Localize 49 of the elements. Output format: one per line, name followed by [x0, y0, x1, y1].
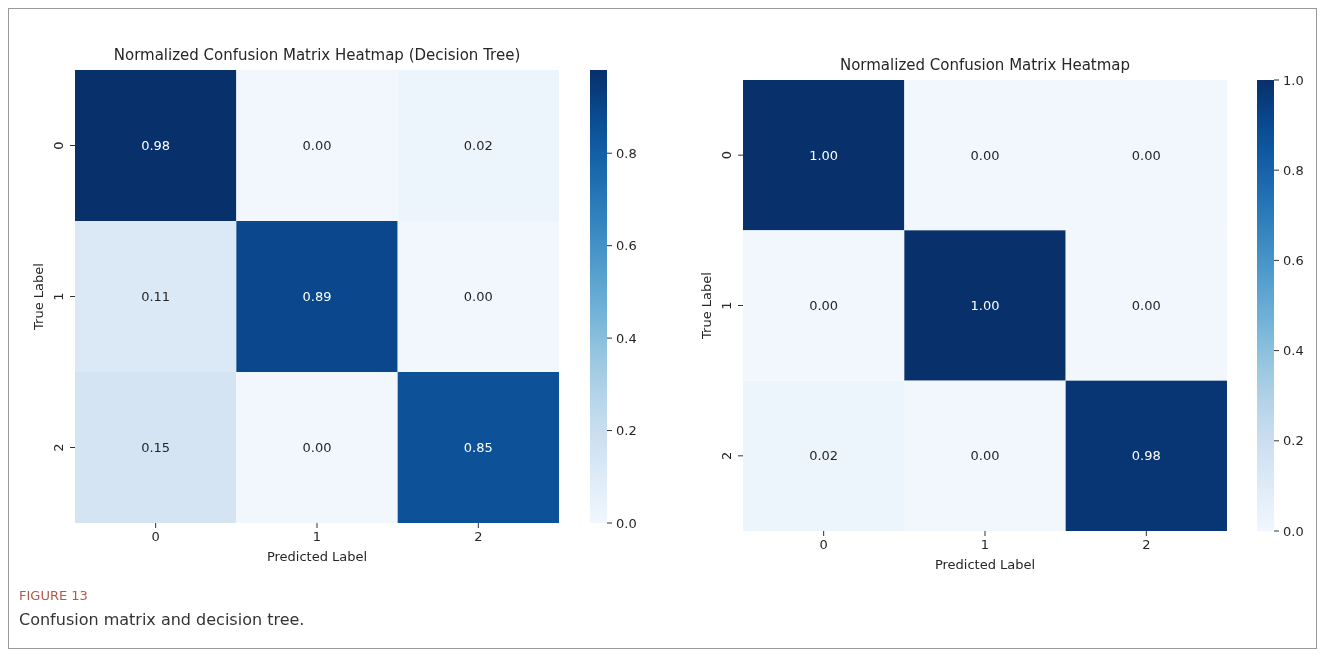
y-tick-label: 2	[51, 443, 66, 452]
x-tick-label: 0	[819, 537, 828, 552]
data-label: 0.98	[1131, 448, 1161, 464]
data-label: 1.00	[970, 298, 1000, 314]
data-label: 0.85	[463, 440, 493, 456]
x-tick-label: 2	[474, 529, 483, 544]
data-label: 0.00	[302, 440, 332, 456]
color-bar-label: 0.4	[1283, 343, 1304, 359]
x-tick-label: 2	[1142, 537, 1151, 552]
color-bar-label: 0.6	[1283, 252, 1304, 268]
color-bar-label: 0.6	[616, 238, 637, 254]
y-tick-label: 2	[719, 451, 734, 460]
y-tick-label: 0	[51, 141, 66, 150]
caption: FIGURE 13	[19, 588, 88, 603]
x-axis-title: Predicted Label	[266, 549, 368, 564]
data-label: 1.00	[809, 147, 839, 163]
data-label: 0.89	[302, 289, 332, 305]
x-tick-label: 1	[980, 537, 990, 552]
data-label: 0.00	[970, 448, 1000, 464]
text: Confusion matrix and decision tree.	[19, 610, 305, 629]
color-bar-label: 0.4	[616, 330, 637, 346]
data-label: 0.00	[970, 147, 1000, 163]
data-label: 0.00	[1131, 298, 1161, 314]
data-label: 0.00	[463, 289, 493, 305]
y-axis-title: True Label	[699, 272, 714, 340]
x-tick-label: 1	[312, 529, 322, 544]
x-axis-title: Predicted Label	[934, 557, 1036, 572]
data-label: 0.00	[302, 138, 332, 154]
y-tick-label: 1	[719, 301, 734, 310]
data-label: 0.02	[809, 448, 839, 464]
y-tick-label: 0	[719, 151, 734, 160]
color-bar-label: 0.8	[1283, 162, 1304, 178]
color-bar-label: 0.2	[616, 423, 637, 439]
y-axis-title: True Label	[31, 263, 46, 331]
color-bar-label: 0.8	[616, 145, 637, 161]
color-bar-label: 1.0	[1283, 72, 1304, 88]
x-tick-label: 0	[151, 529, 160, 544]
data-label: 0.11	[141, 289, 171, 305]
data-label: 0.00	[1131, 147, 1161, 163]
data-label: 0.15	[141, 440, 171, 456]
data-label: 0.00	[809, 298, 839, 314]
chart-title: Normalized Confusion Matrix Heatmap (Decision Tree)	[113, 46, 521, 64]
color-bar-label: 0.2	[1283, 433, 1304, 449]
data-label: 0.02	[463, 138, 493, 154]
chart-title: Normalized Confusion Matrix Heatmap	[839, 56, 1131, 74]
color-bar-label: 0.0	[616, 515, 637, 531]
y-tick-label: 1	[51, 292, 66, 301]
color-bar-label: 0.0	[1283, 523, 1304, 539]
data-label: 0.98	[141, 138, 171, 154]
